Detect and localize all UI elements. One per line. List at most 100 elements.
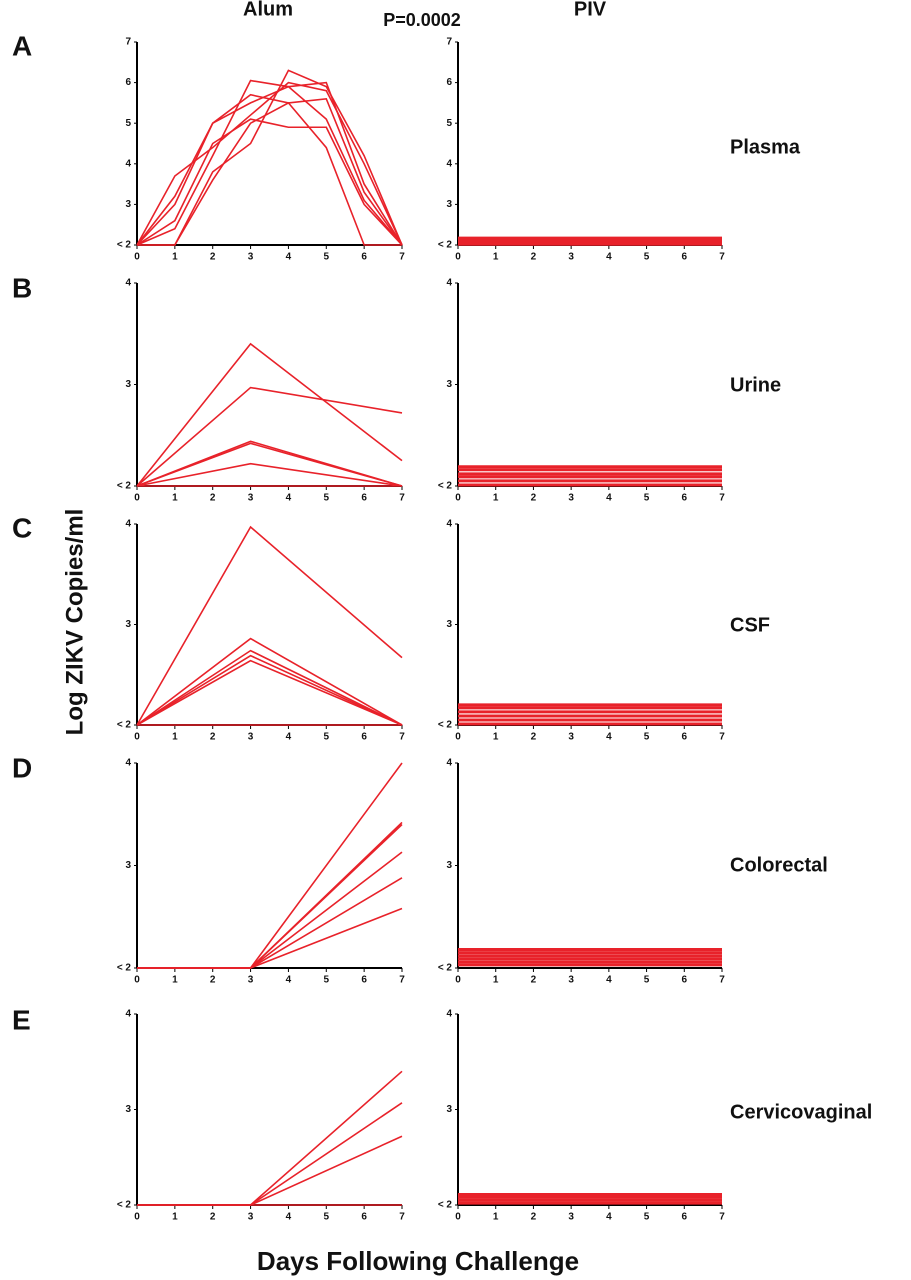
x-tick-label: 5 <box>324 1212 330 1223</box>
x-axis-label: Days Following Challenge <box>257 1246 579 1276</box>
x-tick-label: 0 <box>134 732 140 743</box>
x-tick-label: 5 <box>644 732 650 743</box>
panel-letter: E <box>12 1004 31 1035</box>
x-tick-label: 7 <box>399 252 405 263</box>
x-tick-label: 3 <box>568 732 574 743</box>
x-tick-label: 7 <box>719 493 725 504</box>
x-tick-label: 7 <box>719 732 725 743</box>
x-tick-label: 0 <box>455 252 461 263</box>
y-tick-label: 3 <box>446 619 452 630</box>
x-tick-label: 3 <box>568 252 574 263</box>
x-tick-label: 0 <box>134 252 140 263</box>
y-tick-label: 3 <box>446 860 452 871</box>
x-tick-label: 1 <box>493 732 499 743</box>
x-tick-label: 6 <box>682 975 688 986</box>
y-tick-label: < 2 <box>117 481 132 492</box>
data-line <box>136 654 403 726</box>
x-tick-label: 7 <box>399 732 405 743</box>
data-line <box>137 823 403 969</box>
x-tick-label: 5 <box>644 493 650 504</box>
x-tick-label: 2 <box>531 252 537 263</box>
y-tick-label: < 2 <box>438 720 453 731</box>
x-tick-label: 4 <box>606 1212 612 1223</box>
x-tick-label: 3 <box>568 493 574 504</box>
x-tick-label: 5 <box>644 252 650 263</box>
data-line <box>136 525 403 726</box>
x-tick-label: 6 <box>361 975 367 986</box>
x-tick-label: 7 <box>719 252 725 263</box>
x-tick-label: 6 <box>682 732 688 743</box>
panel-letter: C <box>12 512 32 543</box>
x-tick-label: 4 <box>286 732 292 743</box>
y-tick-label: 3 <box>125 1104 131 1115</box>
x-tick-label: 0 <box>455 493 461 504</box>
x-tick-label: 1 <box>493 1212 499 1223</box>
x-tick-label: 2 <box>210 493 216 504</box>
data-line <box>136 649 403 726</box>
y-tick-label: 3 <box>125 619 131 630</box>
x-tick-label: 3 <box>568 975 574 986</box>
x-tick-label: 0 <box>134 493 140 504</box>
y-tick-label: 4 <box>446 158 452 169</box>
x-tick-label: 3 <box>248 975 254 986</box>
specimen-label: Cervicovaginal <box>730 1101 872 1123</box>
x-tick-label: 2 <box>210 975 216 986</box>
p-value: P=0.0002 <box>383 10 461 30</box>
x-tick-label: 2 <box>531 1212 537 1223</box>
specimen-label: Plasma <box>730 136 801 158</box>
y-tick-label: < 2 <box>117 240 132 251</box>
data-line <box>137 907 403 969</box>
x-tick-label: 7 <box>399 1212 405 1223</box>
y-tick-label: 4 <box>125 278 131 289</box>
x-tick-label: 1 <box>493 975 499 986</box>
y-tick-label: 3 <box>125 860 131 871</box>
y-tick-label: < 2 <box>438 963 453 974</box>
x-tick-label: 6 <box>361 1212 367 1223</box>
y-tick-label: < 2 <box>117 963 132 974</box>
data-line <box>137 69 403 246</box>
y-tick-label: < 2 <box>117 1200 132 1211</box>
x-tick-label: 4 <box>606 493 612 504</box>
data-line <box>137 1070 403 1206</box>
x-tick-label: 6 <box>682 493 688 504</box>
y-tick-label: 4 <box>125 519 131 530</box>
x-tick-label: 2 <box>531 493 537 504</box>
y-tick-label: 4 <box>446 1009 452 1020</box>
panel-letter: D <box>12 752 32 783</box>
data-line <box>136 637 403 726</box>
x-tick-label: 1 <box>493 252 499 263</box>
x-tick-label: 6 <box>682 1212 688 1223</box>
x-tick-label: 2 <box>210 252 216 263</box>
y-tick-label: 6 <box>125 77 131 88</box>
y-tick-label: < 2 <box>438 1200 453 1211</box>
column-title: PIV <box>574 0 607 20</box>
x-tick-label: 6 <box>361 493 367 504</box>
specimen-label: Colorectal <box>730 854 828 876</box>
y-tick-label: < 2 <box>438 481 453 492</box>
x-tick-label: 4 <box>606 975 612 986</box>
x-tick-label: 1 <box>172 975 178 986</box>
x-tick-label: 6 <box>361 732 367 743</box>
x-tick-label: 1 <box>493 493 499 504</box>
y-tick-label: 3 <box>446 379 452 390</box>
y-tick-label: 7 <box>446 37 452 48</box>
x-tick-label: 6 <box>361 252 367 263</box>
panel-letter: A <box>12 30 32 61</box>
data-line <box>136 462 403 487</box>
specimen-label: CSF <box>730 614 770 636</box>
x-tick-label: 5 <box>644 1212 650 1223</box>
data-line <box>136 81 403 246</box>
x-tick-label: 1 <box>172 732 178 743</box>
y-tick-label: 4 <box>125 158 131 169</box>
x-tick-label: 3 <box>248 252 254 263</box>
x-tick-label: 0 <box>455 1212 461 1223</box>
x-tick-label: 2 <box>531 732 537 743</box>
x-tick-label: 2 <box>531 975 537 986</box>
data-line <box>137 762 403 969</box>
y-tick-label: 3 <box>446 1104 452 1115</box>
y-axis-label: Log ZIKV Copies/ml <box>61 509 88 736</box>
x-tick-label: 5 <box>324 493 330 504</box>
x-tick-label: 0 <box>134 1212 140 1223</box>
data-line <box>136 93 403 246</box>
